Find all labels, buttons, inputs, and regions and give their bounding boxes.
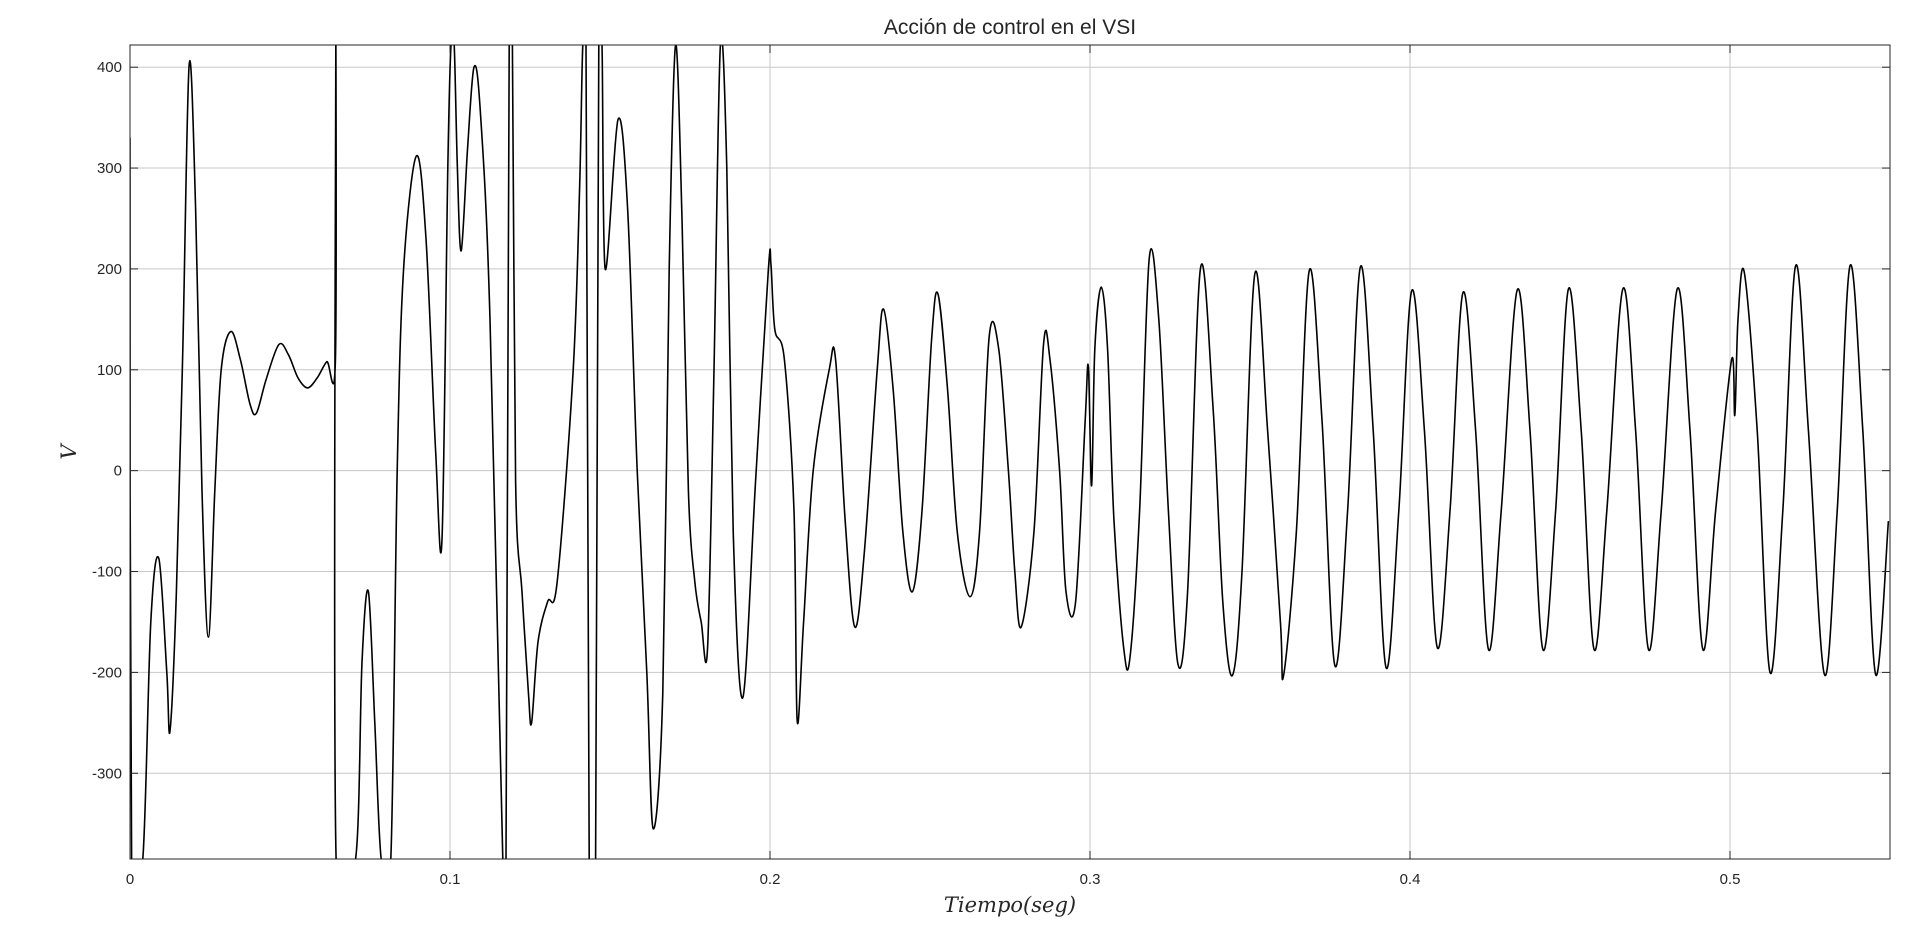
plot-border	[129, 44, 1891, 860]
y-tick-label: 200	[97, 261, 122, 278]
x-tick-label: 0.4	[1400, 871, 1421, 888]
x-tick-label: 0.5	[1720, 871, 1741, 888]
x-tick-label: 0	[126, 871, 134, 888]
y-tick-label: 400	[97, 59, 122, 76]
x-axis-label: Tiempo(seg)	[944, 893, 1076, 917]
y-tick-label: 300	[97, 160, 122, 177]
y-axis-ticks: -300 -200 -100 0 100 200 300 400	[92, 59, 1890, 782]
grid-lines	[130, 45, 1890, 859]
y-tick-label: -200	[92, 664, 122, 681]
chart-title: Acción de control en el VSI	[884, 16, 1136, 39]
x-axis-ticks: 0 0.1 0.2 0.3 0.4 0.5	[126, 45, 1741, 888]
y-tick-label: -300	[92, 765, 122, 782]
plot-area	[130, 45, 1890, 859]
x-tick-label: 0.2	[760, 871, 781, 888]
data-series	[130, 45, 1890, 859]
x-tick-label: 0.3	[1080, 871, 1101, 888]
y-tick-label: -100	[92, 564, 122, 581]
y-tick-label: 100	[97, 362, 122, 379]
x-tick-label: 0.1	[440, 871, 461, 888]
y-axis-label: V	[57, 443, 81, 460]
y-tick-label: 0	[114, 463, 122, 480]
series-line	[130, 45, 1890, 859]
